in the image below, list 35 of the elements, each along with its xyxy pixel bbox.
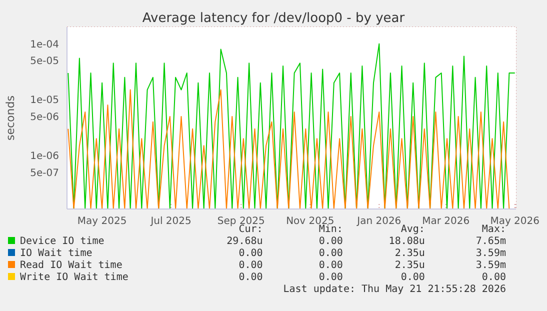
- text: 0.00: [318, 236, 343, 248]
- text: 0.00: [238, 272, 263, 284]
- text: Last update: Thu May 21 21:55:28 2026: [282, 284, 506, 296]
- legend-label: IO Wait time: [19, 248, 94, 260]
- text: 0.00: [238, 260, 263, 272]
- y-tick-label: 5e-07: [30, 168, 59, 179]
- text: 3.59m: [474, 260, 506, 272]
- x-tick-label: Jan 2026: [356, 216, 402, 228]
- text: 0.00: [480, 272, 506, 284]
- text: 0.00: [318, 248, 343, 260]
- line-series: [68, 89, 510, 209]
- text: 0.00: [318, 272, 343, 284]
- text: 3.59m: [474, 248, 506, 260]
- text: 7.65m: [474, 236, 506, 248]
- legend-label: Write IO Wait time: [19, 272, 130, 284]
- x-tick-label: Mar 2026: [422, 216, 470, 228]
- y-tick-label: 1e-06: [30, 151, 59, 162]
- legend-label: Read IO Wait time: [19, 260, 124, 272]
- y-tick-label: 1e-04: [30, 39, 59, 50]
- text: 2.35u: [394, 248, 425, 260]
- x-tick-label: Jul 2025: [150, 216, 192, 228]
- x-tick-label: May 2025: [77, 216, 127, 228]
- text: 0.00: [400, 272, 425, 284]
- y-tick-label: 5e-06: [30, 112, 59, 123]
- text: 29.68u: [226, 236, 263, 248]
- text: 0.00: [238, 248, 263, 260]
- legend-label: Device IO time: [19, 236, 106, 248]
- text: Avg:: [400, 224, 425, 236]
- text: 0.00: [318, 260, 343, 272]
- y-tick-label: 1e-05: [30, 95, 59, 106]
- y-tick-label: 5e-05: [30, 56, 59, 68]
- y-axis-title: seconds: [4, 95, 17, 140]
- text: 2.35u: [394, 260, 425, 272]
- chart-title: Average latency for /dev/loop0 - by year: [141, 11, 406, 26]
- text: 18.08u: [388, 236, 425, 248]
